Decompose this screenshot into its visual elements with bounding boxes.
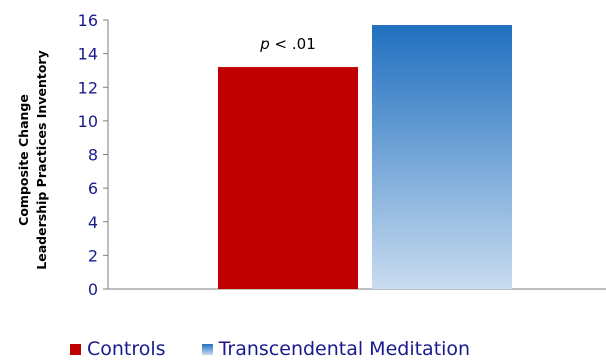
legend-swatch-controls <box>70 343 81 355</box>
y-axis-title-line-1: Composite Change <box>16 94 31 226</box>
legend-label-transcendental-meditation: Transcendental Meditation <box>218 338 471 360</box>
y-tick-label: 12 <box>78 78 98 97</box>
y-tick-label: 14 <box>78 45 98 64</box>
significance-annotation: p < .01 <box>259 35 316 53</box>
y-tick-label: 8 <box>88 146 98 165</box>
y-tick-label: 0 <box>88 280 98 299</box>
legend-swatch-transcendental-meditation <box>201 343 213 355</box>
y-tick-label: 4 <box>88 213 98 232</box>
bar-transcendental-meditation <box>372 25 512 289</box>
legend-item-controls: Controls <box>70 338 166 360</box>
y-tick-label: 6 <box>88 179 98 198</box>
y-tick-label: 2 <box>88 246 98 265</box>
y-tick-label: 16 <box>78 11 98 30</box>
legend-label-controls: Controls <box>87 338 166 360</box>
legend-item-transcendental-meditation: Transcendental Meditation <box>201 338 471 360</box>
bar-controls <box>218 67 358 289</box>
y-axis-title-line-2: Leadership Practices Inventory <box>34 50 49 269</box>
y-tick-label: 10 <box>78 112 98 131</box>
legend: Controls Transcendental Meditation <box>70 338 506 360</box>
